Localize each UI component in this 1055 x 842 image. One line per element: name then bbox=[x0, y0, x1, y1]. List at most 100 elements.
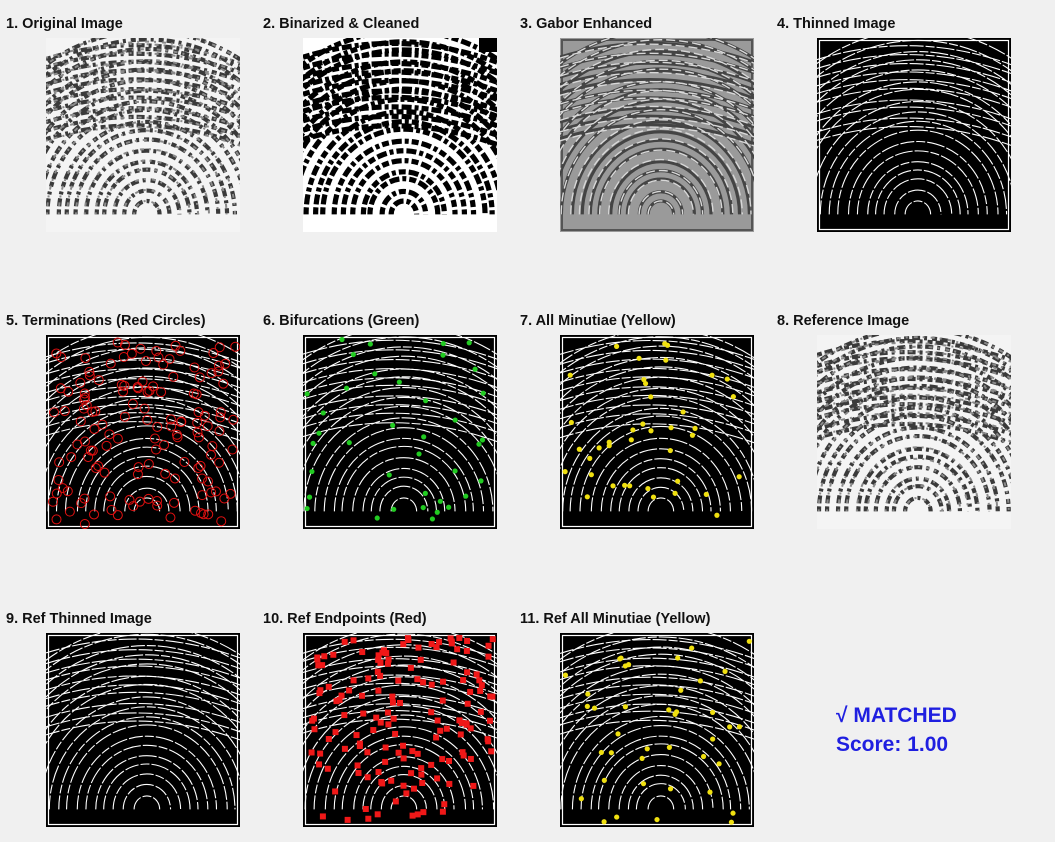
minutia-marker bbox=[485, 642, 492, 649]
minutia-marker bbox=[746, 638, 752, 644]
minutia-marker bbox=[484, 736, 491, 743]
minutia-marker bbox=[166, 421, 177, 432]
minutia-marker bbox=[316, 690, 323, 697]
minutia-marker bbox=[460, 752, 467, 759]
minutia-marker bbox=[423, 398, 429, 404]
ref-thinned-image bbox=[46, 633, 240, 827]
minutia-marker bbox=[356, 742, 363, 749]
minutia-marker bbox=[118, 386, 129, 397]
minutia-marker bbox=[645, 485, 651, 492]
minutia-marker bbox=[105, 491, 116, 502]
panel-title: 10. Ref Endpoints (Red) bbox=[263, 611, 427, 627]
minutia-marker bbox=[156, 387, 167, 398]
fingerprint-svg bbox=[560, 633, 754, 827]
minutia-marker bbox=[403, 790, 410, 797]
minutia-marker bbox=[601, 777, 607, 783]
minutia-marker bbox=[99, 467, 110, 478]
minutia-marker bbox=[419, 780, 426, 787]
minutia-marker bbox=[160, 468, 171, 479]
minutia-marker bbox=[606, 439, 612, 445]
minutia-marker bbox=[116, 379, 127, 390]
minutia-marker bbox=[410, 785, 417, 792]
reference-image bbox=[817, 335, 1011, 529]
minutia-marker bbox=[359, 649, 366, 656]
minutia-marker bbox=[640, 781, 647, 787]
minutia-marker bbox=[385, 656, 392, 663]
binarized-image bbox=[303, 38, 497, 232]
minutia-marker bbox=[139, 403, 150, 414]
minutia-marker bbox=[440, 340, 446, 347]
minutia-marker bbox=[388, 777, 395, 784]
minutia-marker bbox=[192, 417, 203, 428]
minutia-marker bbox=[153, 352, 164, 363]
minutia-marker bbox=[152, 500, 163, 511]
minutia-marker bbox=[601, 819, 607, 825]
ref-all-minutiae-image bbox=[560, 633, 754, 827]
minutia-marker bbox=[667, 447, 673, 454]
minutia-marker bbox=[208, 348, 219, 359]
minutia-marker bbox=[596, 445, 602, 451]
minutia-marker bbox=[470, 782, 477, 789]
minutia-marker bbox=[175, 345, 186, 356]
fingerprint-svg bbox=[46, 335, 240, 529]
minutia-marker bbox=[489, 693, 496, 700]
minutia-marker bbox=[422, 490, 428, 496]
minutia-marker bbox=[639, 755, 645, 762]
minutia-marker bbox=[207, 441, 218, 452]
minutia-marker bbox=[724, 376, 730, 382]
minutia-marker bbox=[396, 379, 402, 385]
minutia-marker bbox=[392, 730, 399, 737]
minutia-marker bbox=[456, 634, 463, 641]
minutia-marker bbox=[644, 746, 650, 752]
minutia-marker bbox=[395, 749, 402, 756]
minutia-marker bbox=[164, 354, 175, 365]
minutia-marker bbox=[457, 731, 464, 738]
minutia-marker bbox=[309, 717, 316, 724]
ref-endpoints-image bbox=[303, 633, 497, 827]
terminations-image bbox=[46, 335, 240, 529]
match-score: Score: 1.00 bbox=[836, 733, 949, 756]
minutia-marker bbox=[488, 748, 495, 755]
minutia-marker bbox=[436, 639, 443, 646]
minutia-marker bbox=[689, 645, 695, 651]
minutia-marker bbox=[149, 433, 160, 444]
minutia-marker bbox=[384, 660, 391, 667]
minutia-marker bbox=[562, 672, 569, 678]
minutia-marker bbox=[622, 482, 628, 488]
minutia-marker bbox=[316, 761, 323, 768]
minutia-marker bbox=[463, 647, 470, 654]
minutia-marker bbox=[433, 734, 440, 741]
minutia-marker bbox=[622, 663, 628, 669]
minutia-marker bbox=[304, 505, 310, 512]
minutia-marker bbox=[390, 715, 397, 722]
minutia-marker bbox=[428, 681, 435, 688]
minutia-marker bbox=[188, 388, 199, 399]
minutia-marker bbox=[441, 801, 448, 808]
minutia-marker bbox=[375, 769, 382, 776]
minutia-marker bbox=[308, 749, 315, 756]
minutia-marker bbox=[405, 637, 412, 644]
minutia-marker bbox=[133, 462, 144, 473]
minutia-marker bbox=[179, 457, 190, 468]
panel-title: 4. Thinned Image bbox=[777, 16, 896, 32]
minutia-marker bbox=[362, 806, 369, 813]
minutia-marker bbox=[81, 400, 92, 411]
minutia-marker bbox=[662, 341, 668, 347]
minutia-marker bbox=[202, 421, 213, 432]
minutia-marker bbox=[321, 653, 328, 660]
minutia-marker bbox=[202, 476, 213, 487]
minutia-marker bbox=[446, 780, 453, 787]
minutia-marker bbox=[112, 510, 123, 521]
minutia-marker bbox=[350, 637, 357, 644]
minutia-marker bbox=[112, 337, 123, 348]
minutia-marker bbox=[220, 358, 231, 369]
minutia-marker bbox=[79, 436, 90, 447]
minutia-marker bbox=[325, 736, 332, 743]
minutia-marker bbox=[567, 372, 573, 378]
minutia-marker bbox=[150, 444, 161, 455]
minutia-marker bbox=[650, 494, 657, 500]
minutia-marker bbox=[377, 659, 384, 666]
minutia-marker bbox=[591, 705, 598, 711]
minutia-marker bbox=[83, 452, 94, 463]
minutia-marker bbox=[89, 509, 100, 520]
